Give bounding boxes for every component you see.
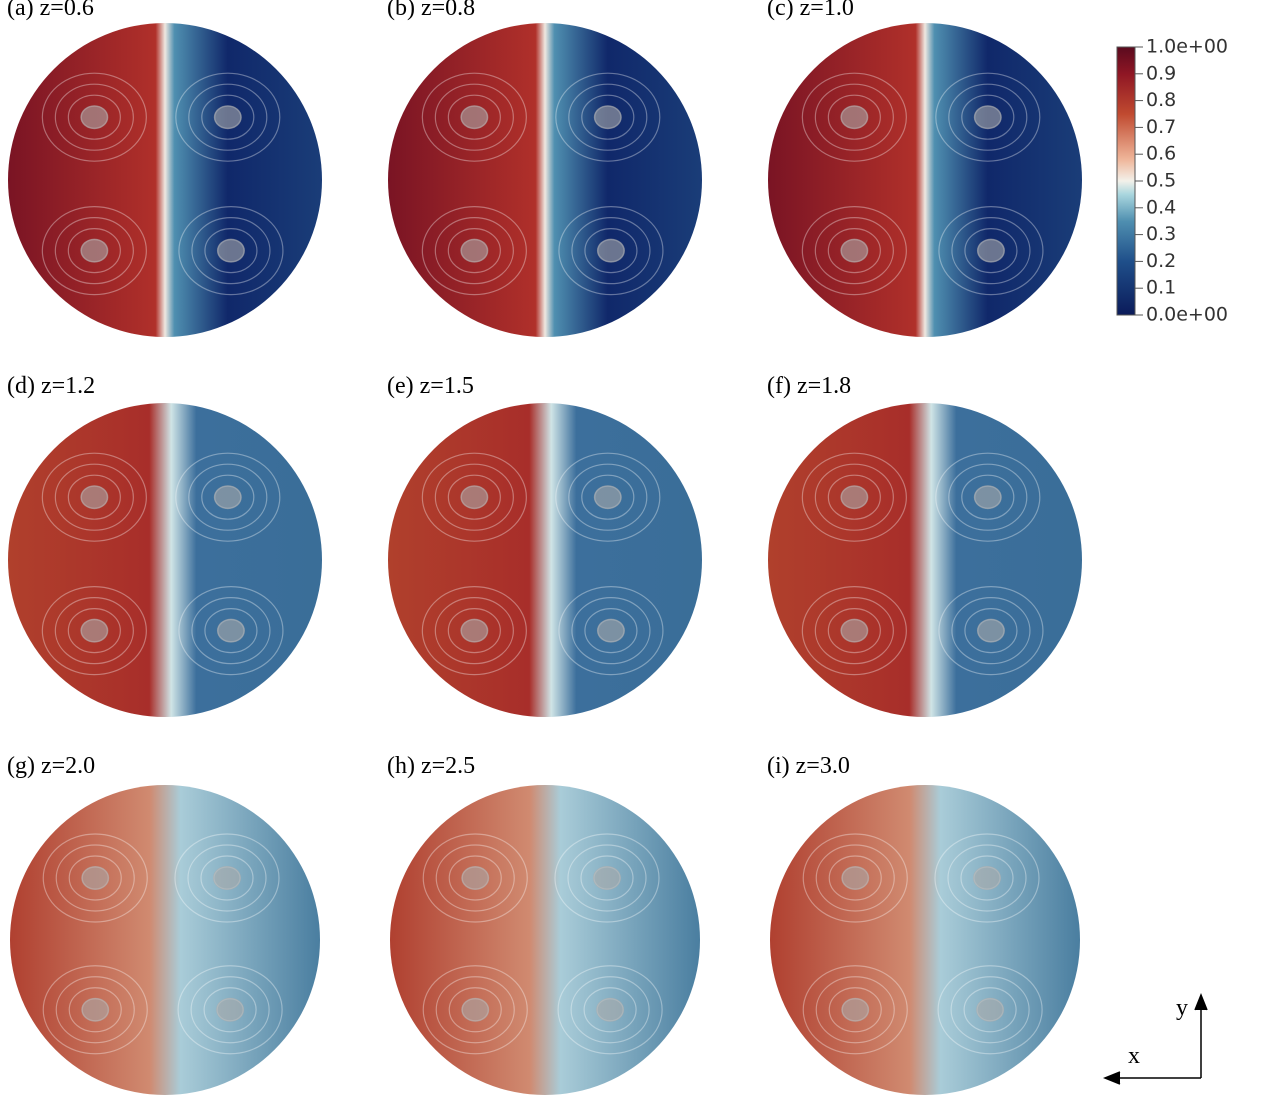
panel-image <box>390 785 700 1095</box>
panel-label: (e) z=1.5 <box>387 373 474 399</box>
panel-label: (i) z=3.0 <box>767 753 850 779</box>
flow-field <box>768 403 1082 717</box>
vortex-core <box>213 866 241 890</box>
vortex-core <box>460 619 488 643</box>
colorbar-tick-label: 0.2 <box>1146 250 1176 272</box>
vortex-core <box>597 239 625 263</box>
vortex-core <box>461 998 489 1022</box>
vortex-core <box>597 619 625 643</box>
y-arrowhead <box>1195 995 1207 1010</box>
colorbar-tick-label: 0.0e+00 <box>1146 304 1228 326</box>
vortex-core <box>977 239 1005 263</box>
axes-indicator <box>1105 995 1207 1084</box>
figure: (a) z=0.6 (b) z=0.8 (c) z=1.0 (d) z=1.2 (e) … <box>0 0 1261 1099</box>
vortex-core <box>973 866 1001 890</box>
panel-label: (b) z=0.8 <box>387 0 475 21</box>
vortex-core <box>217 619 245 643</box>
flow-field <box>770 785 1080 1095</box>
flow-field <box>8 403 322 717</box>
colorbar-tick-label: 0.4 <box>1146 196 1176 218</box>
vortex-core <box>216 998 244 1022</box>
vortex-core <box>977 619 1005 643</box>
vortex-core <box>841 998 869 1022</box>
vortex-core <box>214 485 242 509</box>
x-label: x <box>1128 1043 1140 1069</box>
panel-label: (a) z=0.6 <box>7 0 94 21</box>
colorbar <box>1117 47 1135 315</box>
vortex-core <box>840 239 868 263</box>
colorbar-tick-label: 0.1 <box>1146 277 1176 299</box>
vortex-core <box>217 239 245 263</box>
flow-field <box>388 23 702 337</box>
panel-image <box>388 23 702 337</box>
panel-label: (h) z=2.5 <box>387 753 475 779</box>
colorbar-tick-label: 0.8 <box>1146 89 1176 111</box>
vortex-core <box>593 866 621 890</box>
vortex-core <box>80 239 108 263</box>
panel-image <box>388 403 702 717</box>
colorbar-tick-label: 0.5 <box>1146 170 1176 192</box>
panel-label: (d) z=1.2 <box>7 373 95 399</box>
vortex-core <box>840 619 868 643</box>
vortex-core <box>596 998 624 1022</box>
vortex-core <box>81 998 109 1022</box>
colorbar-tick-label: 0.3 <box>1146 223 1176 245</box>
vortex-core <box>214 105 242 129</box>
panel-image <box>10 785 320 1095</box>
panel-image <box>768 403 1082 717</box>
vortex-core <box>974 105 1002 129</box>
panel-label: (f) z=1.8 <box>767 373 851 399</box>
vortex-core <box>460 105 488 129</box>
panel-image <box>768 23 1082 337</box>
vortex-core <box>840 105 868 129</box>
colorbar-tick-label: 0.6 <box>1146 143 1176 165</box>
panel-label: (c) z=1.0 <box>767 0 854 21</box>
panel-image <box>8 23 322 337</box>
flow-field <box>768 23 1082 337</box>
panels: (a) z=0.6 (b) z=0.8 (c) z=1.0 (d) z=1.2 (e) … <box>7 0 1082 1095</box>
y-label: y <box>1176 995 1188 1021</box>
colorbar-tick-label: 0.7 <box>1146 116 1176 138</box>
flow-field <box>388 403 702 717</box>
vortex-core <box>974 485 1002 509</box>
vortex-core <box>460 485 488 509</box>
vortex-core <box>976 998 1004 1022</box>
vortex-core <box>461 866 489 890</box>
vortex-core <box>80 105 108 129</box>
vortex-core <box>81 866 109 890</box>
panel-label: (g) z=2.0 <box>7 753 95 779</box>
panel-image <box>770 785 1080 1095</box>
vortex-core <box>841 866 869 890</box>
panel-image <box>8 403 322 717</box>
vortex-core <box>80 619 108 643</box>
vortex-core <box>594 485 622 509</box>
colorbar-tick-label: 1.0e+00 <box>1146 36 1228 58</box>
flow-field <box>390 785 700 1095</box>
colorbar-ticks: 1.0e+00 0.9 0.8 0.7 0.6 0.5 0.4 0.3 0.2 0.1 0.0e+0… <box>1135 36 1228 326</box>
vortex-core <box>80 485 108 509</box>
vortex-core <box>840 485 868 509</box>
vortex-core <box>460 239 488 263</box>
flow-field <box>8 23 322 337</box>
vortex-core <box>594 105 622 129</box>
x-arrowhead <box>1105 1072 1120 1084</box>
colorbar-tick-label: 0.9 <box>1146 62 1176 84</box>
flow-field <box>10 785 320 1095</box>
